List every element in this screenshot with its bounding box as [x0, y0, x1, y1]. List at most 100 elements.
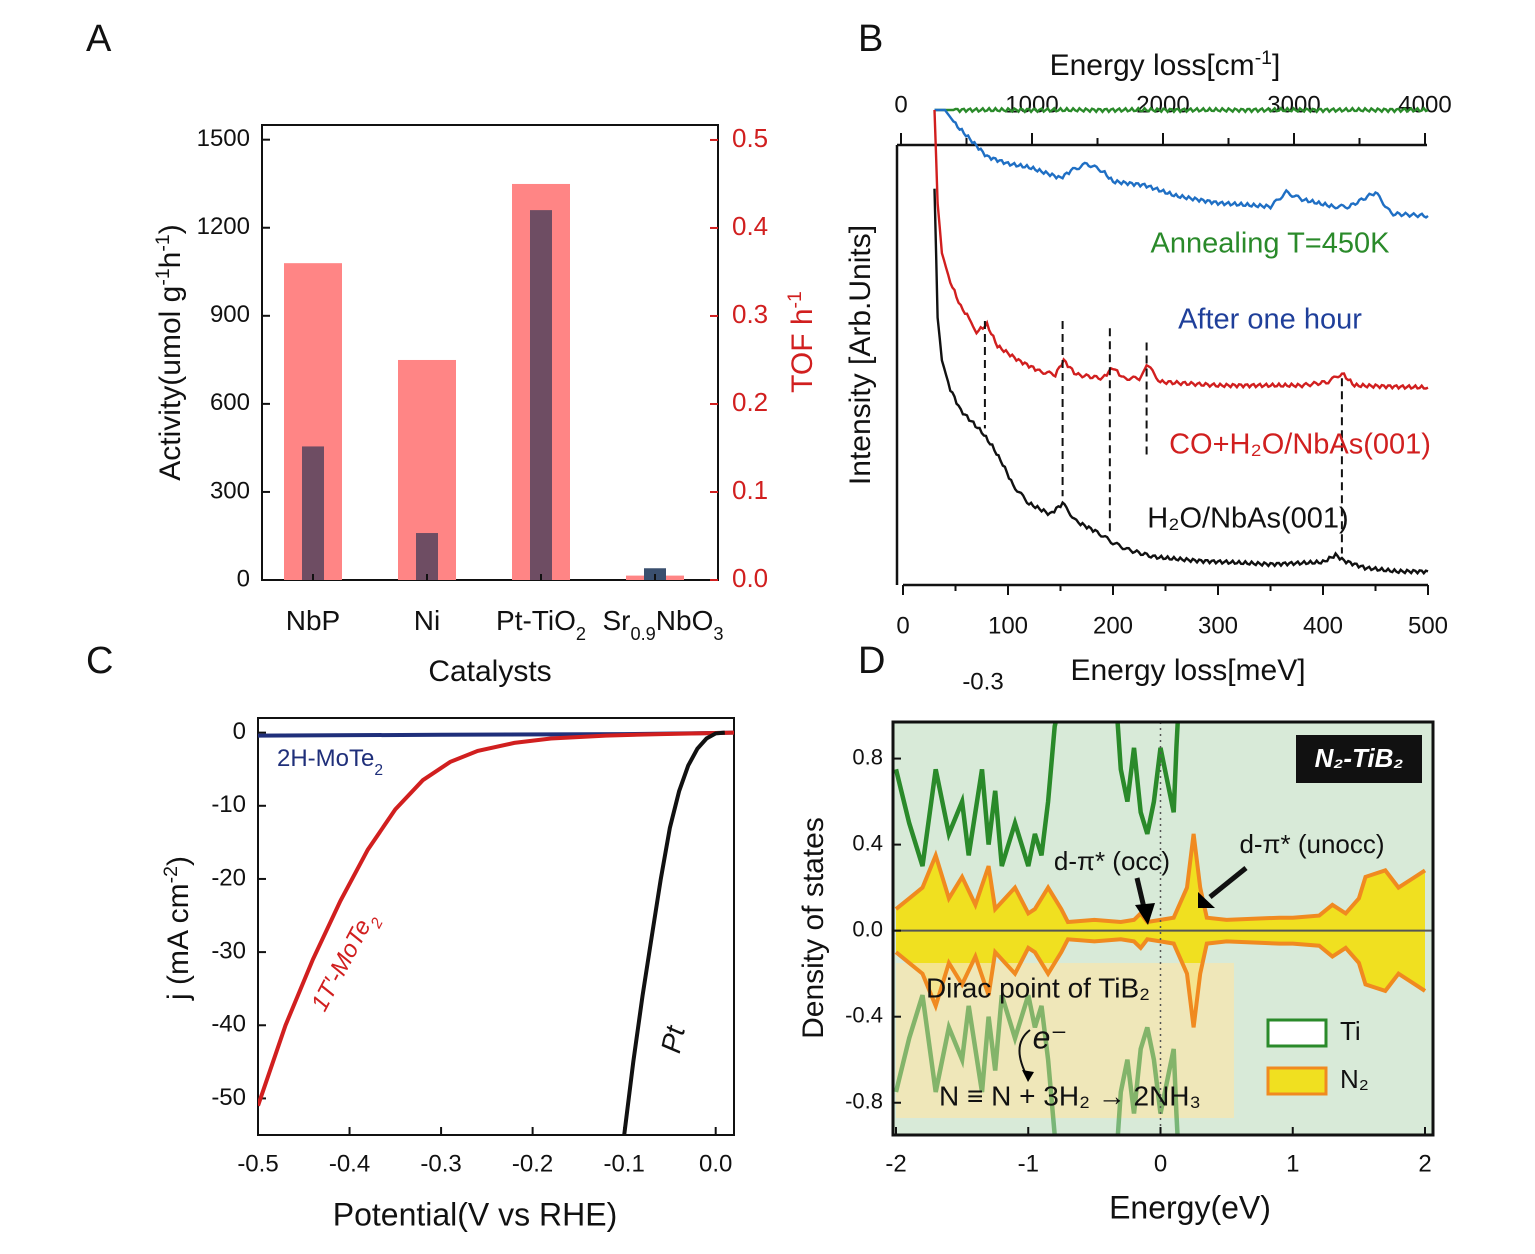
legend-label: Ti: [1340, 1016, 1361, 1046]
x-top-tick-label: 1000: [1005, 91, 1058, 118]
inset-reaction: N ≡ N + 3H₂ → 2NH₃: [939, 1080, 1201, 1111]
polarization-curve-2: [622, 730, 725, 1135]
y-right-tick-label: 0.5: [732, 123, 768, 153]
annotation-unocc: d-π* (unocc): [1239, 829, 1384, 859]
stray-label: -0.3: [962, 668, 1003, 695]
plot-frame: [261, 124, 719, 581]
y-tick-label: 0.0: [852, 916, 883, 941]
x-tick-label: Ni: [414, 605, 440, 636]
y-axis-label: Activity(umol g-1h-1): [152, 224, 187, 480]
y-tick-label: -0.8: [845, 1089, 883, 1114]
dos-group: [893, 722, 1427, 1135]
x-top-tick-label: 0: [894, 91, 907, 118]
y-tick-label: 300: [210, 477, 250, 504]
series-label-2: CO+H₂O/NbAs(001): [1169, 429, 1431, 461]
y-right-tick-label: 0.0: [732, 563, 768, 593]
arrow-unocc: [1208, 866, 1248, 899]
activity-bar: [416, 533, 438, 580]
annotation-occ: d-π* (occ): [1054, 846, 1170, 876]
x-tick-label: Sr0.9NbO3: [603, 605, 724, 644]
panel-a-chart: 0 300 600 900 1200 1500 0.0 0.1 0.2 0.3 0.4 0.5 NbP N…: [152, 123, 819, 688]
y-axis-label: j (mA cm-2): [160, 856, 195, 1001]
y-tick-label: 1200: [197, 213, 250, 240]
x-axis-label: Energy loss[meV]: [1070, 654, 1305, 687]
eels-curve-0: [934, 106, 1429, 114]
y-tick-label: 0.8: [852, 744, 883, 769]
panel-b-chart: 0 100 200 300 400 500 0 1000 2000 3000 4000 Anneali…: [844, 47, 1452, 687]
x-tick-label: 0.0: [699, 1150, 732, 1177]
y-tick-label: -10: [211, 791, 246, 818]
x-top-axis-label: Energy loss[cm-1]: [1050, 47, 1281, 82]
series-label-1: After one hour: [1178, 304, 1362, 336]
eels-curve-3: [933, 188, 1429, 576]
legend-swatch: [1266, 1066, 1328, 1096]
y-tick-label: 1500: [197, 125, 250, 152]
inset-arrowhead: [1022, 1070, 1034, 1082]
series-label-0: Annealing T=450K: [1151, 228, 1391, 260]
x-tick-label: 200: [1093, 612, 1133, 639]
eels-curve-2: [933, 109, 1429, 391]
x-tick-label: Pt-TiO2: [496, 605, 586, 644]
x-tick-label: -2: [885, 1150, 906, 1177]
x-tick-label: 300: [1198, 612, 1238, 639]
y-tick-label: -50: [211, 1084, 246, 1111]
legend-swatch: [1266, 1018, 1328, 1048]
eels-curve-1: [934, 108, 1429, 219]
legend-label: N₂: [1340, 1064, 1369, 1094]
y-axis-label: Density of states: [797, 817, 830, 1039]
inset-title: Dirac point of TiB₂: [926, 972, 1150, 1003]
y-tick-label: -30: [211, 937, 246, 964]
title-box-label: N₂-TiB₂: [1315, 743, 1404, 773]
x-axis-label: Energy(eV): [1109, 1189, 1271, 1225]
panel-label-a: A: [86, 18, 112, 60]
panel-d-chart: -2 -1 0 1 2 0.8 0.4 0.0 -0.4 -0.8 N₂-TiB₂ d-π* (occ…: [797, 720, 1435, 1225]
x-top-tick-label: 3000: [1267, 91, 1320, 118]
x-tick-label: -0.5: [237, 1150, 278, 1177]
panel-label-d: D: [858, 640, 886, 682]
x-tick-label: -0.1: [603, 1150, 644, 1177]
plot-frame: [257, 717, 735, 1136]
x-top-tick-label: 2000: [1136, 91, 1189, 118]
series-label-3: H₂O/NbAs(001): [1147, 503, 1348, 535]
y-tick-label: -0.4: [845, 1003, 883, 1028]
x-tick-label: 100: [988, 612, 1028, 639]
y-right-tick-label: 0.4: [732, 211, 768, 241]
x-axis-label: Catalysts: [428, 655, 551, 688]
y-right-tick-label: 0.3: [732, 299, 768, 329]
x-tick-label: -0.3: [420, 1150, 461, 1177]
panel-label-b: B: [858, 18, 884, 60]
y-right-axis-label: TOF h-1: [784, 291, 819, 393]
y-tick-label: 900: [210, 301, 250, 328]
plot-frame: [891, 720, 1435, 1137]
series-label-2h: 2H-MoTe2: [277, 745, 383, 779]
x-tick-label: 0: [1154, 1150, 1167, 1177]
arrowhead-unocc: [1198, 892, 1215, 908]
x-tick-label: -0.4: [329, 1150, 370, 1177]
x-tick-label: 1: [1286, 1150, 1299, 1177]
x-tick-label: 2: [1418, 1150, 1431, 1177]
x-tick-label: 0: [896, 612, 909, 639]
series-label-pt: Pt: [655, 1022, 691, 1056]
ti-dos-line-down: [893, 994, 1180, 1135]
y-right-tick-label: 0.2: [732, 387, 768, 417]
ti-dos-line-up: [893, 722, 1180, 867]
y-tick-label: -20: [211, 864, 246, 891]
panel-label-c: C: [86, 640, 114, 682]
x-tick-label: 500: [1408, 612, 1448, 639]
series-label-1t: 1T′-MoTe2: [306, 907, 387, 1019]
activity-bar: [530, 210, 552, 580]
inset-electron: e⁻: [1033, 1019, 1068, 1055]
x-top-tick-label: 4000: [1398, 91, 1451, 118]
x-tick-label: -1: [1018, 1150, 1039, 1177]
polarization-curve-1: [258, 730, 734, 1107]
y-tick-label: 0.4: [852, 830, 883, 855]
x-tick-label: NbP: [286, 605, 340, 636]
x-tick-label: 400: [1303, 612, 1343, 639]
y-tick-label: 0: [237, 565, 250, 592]
arrowhead-occ: [1135, 903, 1155, 925]
y-tick-label: 600: [210, 389, 250, 416]
title-box: [1296, 735, 1422, 783]
y-axis-label: Intensity [Arb.Units]: [844, 225, 877, 485]
n2-dos-line-down: [894, 937, 1427, 1028]
